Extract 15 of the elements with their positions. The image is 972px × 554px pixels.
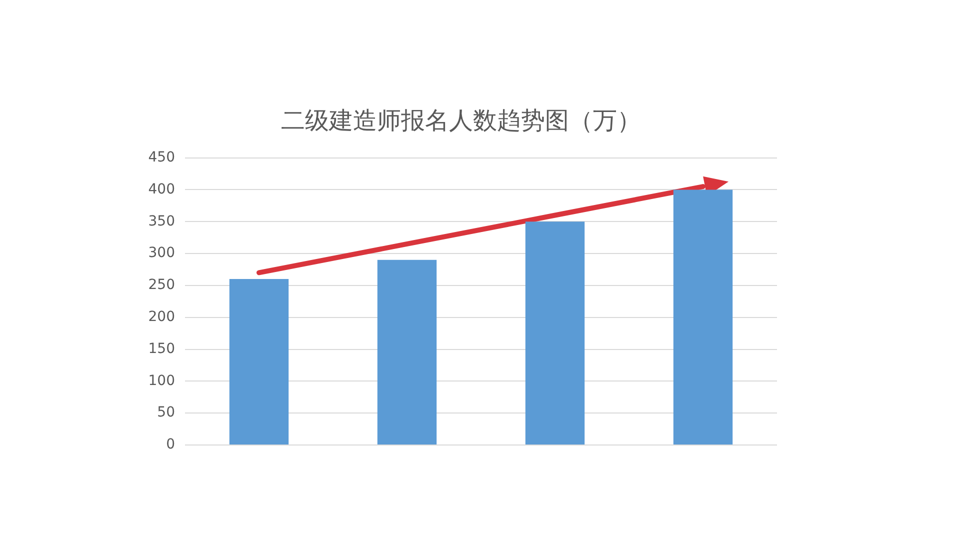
y-tick-label: 450 — [148, 149, 175, 166]
y-tick-label: 300 — [148, 245, 175, 262]
bar — [673, 190, 733, 444]
y-tick-label: 0 — [166, 436, 175, 453]
y-tick-label: 50 — [157, 404, 175, 421]
y-tick-label: 100 — [148, 372, 175, 389]
y-tick-label: 150 — [148, 340, 175, 357]
y-tick-label: 400 — [148, 181, 175, 198]
y-tick-label: 350 — [148, 213, 175, 230]
bar — [229, 279, 289, 444]
chart-title: 二级建造师报名人数趋势图（万） — [281, 106, 641, 135]
bar — [525, 222, 585, 444]
y-tick-label: 200 — [148, 308, 175, 325]
y-tick-label: 250 — [148, 277, 175, 294]
bar — [377, 260, 437, 444]
